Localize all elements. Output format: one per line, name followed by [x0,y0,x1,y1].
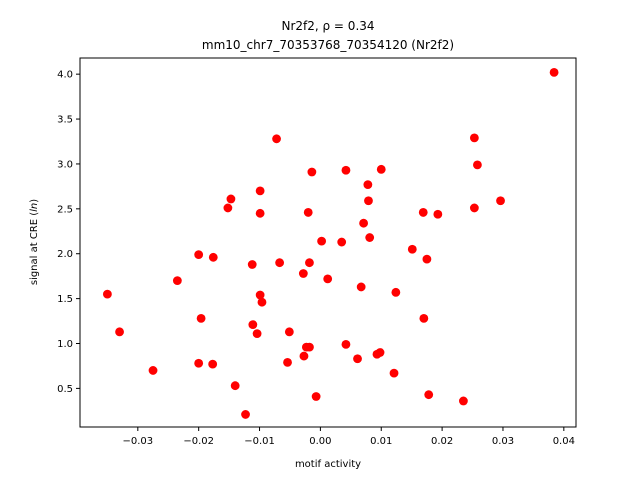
data-point-39 [359,218,368,228]
data-point-13 [247,260,257,269]
data-point-20 [272,134,281,144]
x-axis-ticks: −0.03 −0.02 −0.01 0.00 0.01 0.02 0.03 0.04 [122,427,575,447]
data-point-33 [323,274,333,284]
chart-title-line1: Nr2f2, ρ = 0.34 [281,19,374,33]
data-point-57 [473,160,482,170]
data-point-51 [422,254,432,264]
y-tick-label: 3.5 [57,115,73,126]
data-point-11 [230,381,240,391]
data-point-32 [317,236,327,246]
data-point-15 [252,329,262,339]
data-point-18 [255,290,265,300]
data-point-54 [459,396,468,406]
data-point-7 [208,252,218,262]
y-tick-label: 1.0 [57,339,73,350]
data-point-5 [196,313,206,323]
y-tick-label: 1.5 [57,294,73,305]
data-point-25 [299,351,309,361]
x-tick-label: −0.03 [122,436,153,447]
x-axis-label: motif activity [295,459,361,470]
y-axis-ticks: 0.5 1.0 1.5 2.0 2.5 3.0 3.5 4.0 [57,70,80,395]
data-point-35 [341,165,351,175]
plot-area-frame [79,57,577,428]
data-point-52 [424,390,434,400]
data-point-12 [241,410,250,419]
data-point-56 [469,203,479,213]
data-point-46 [389,368,399,378]
data-point-49 [418,208,428,217]
y-tick-label: 4.0 [57,70,73,81]
data-point-22 [283,357,292,367]
data-point-44 [375,348,385,357]
data-point-27 [303,208,313,217]
data-points [102,67,559,419]
y-tick-label: 2.5 [57,204,73,215]
data-point-19 [257,297,267,307]
data-point-3 [172,276,182,286]
data-point-48 [407,244,417,254]
data-point-37 [353,354,362,364]
data-point-28 [305,258,314,268]
data-point-16 [255,186,265,196]
x-tick-label: −0.01 [244,436,275,447]
data-point-8 [208,359,218,369]
data-point-53 [433,209,443,219]
data-point-31 [311,392,321,401]
data-point-0 [102,289,112,299]
data-point-17 [255,208,265,218]
data-point-2 [148,366,158,375]
data-point-30 [307,167,317,177]
data-point-41 [364,196,373,206]
data-point-58 [496,196,505,206]
y-tick-label: 0.5 [57,384,73,395]
data-point-24 [298,269,308,278]
data-point-50 [419,313,429,323]
data-point-29 [305,342,314,352]
data-point-47 [391,287,401,297]
data-point-23 [284,327,294,337]
y-tick-label: 3.0 [57,159,73,170]
data-point-1 [115,327,124,337]
x-tick-label: 0.00 [309,436,331,447]
data-point-38 [356,282,366,292]
data-point-45 [376,164,386,174]
data-point-9 [223,203,233,213]
x-tick-label: 0.01 [370,436,392,447]
data-point-14 [248,320,258,330]
x-tick-label: 0.02 [431,436,453,447]
data-point-21 [275,258,285,268]
x-tick-label: 0.03 [492,436,514,447]
chart-title-line2: mm10_chr7_70353768_70354120 (Nr2f2) [202,38,454,52]
x-tick-label: −0.02 [183,436,214,447]
data-point-10 [226,194,236,204]
data-point-4 [194,250,204,260]
data-point-59 [549,67,559,77]
x-tick-label: 0.04 [553,436,575,447]
data-point-36 [341,340,351,349]
y-axis-label: signal at CRE (ln) [29,199,40,285]
data-point-42 [365,233,375,242]
data-point-34 [337,237,347,247]
data-point-40 [363,180,373,189]
y-tick-label: 2.0 [57,249,73,260]
data-point-55 [469,133,479,143]
data-point-6 [194,358,204,368]
